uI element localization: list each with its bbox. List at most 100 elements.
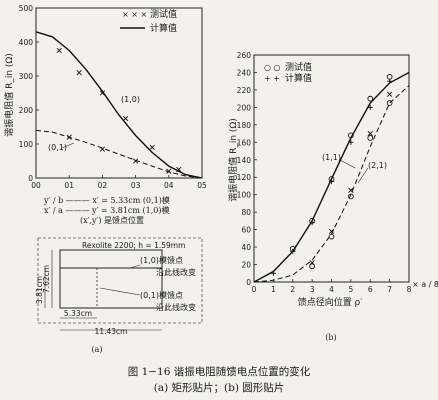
chart-a: 0 100 200 300 400 500 00 01 02 03 04 05 谐振电阻值 R_in… xyxy=(3,4,207,225)
figure-caption: 图 1−16 谐振电阻随馈电点位置的变化 xyxy=(127,366,311,378)
dim-y: 3.81cm xyxy=(35,276,44,304)
chart-a-xlabel-line-2: x′ / a ——— y′ = 3.81cm (1,0)模 xyxy=(44,205,169,215)
chart-b-point xyxy=(290,248,296,255)
chart-b-ytick-label: 100 xyxy=(237,191,252,200)
dim-x: 5.33cm xyxy=(64,309,92,318)
chart-a-ytick-label: 400 xyxy=(19,38,34,47)
legend-a-calculated-label: 计算值 xyxy=(150,22,177,34)
chart-b-point xyxy=(309,220,315,226)
chart-b-ytick-label: 260 xyxy=(237,51,252,60)
chart-b-point xyxy=(328,178,335,185)
patch-label-01-b: 沿此线改变 xyxy=(156,302,196,312)
curve-label-1-1-leader xyxy=(339,159,356,169)
chart-b-point-shape xyxy=(328,233,335,240)
chart-a-xtick-label: 01 xyxy=(64,181,74,190)
chart-a-point xyxy=(76,69,82,76)
chart-b-xlabel: 馈点径向位置 ρ′ xyxy=(298,296,363,308)
chart-b-ytick-label: 180 xyxy=(237,121,252,130)
chart-b-ytick-label: 20 xyxy=(241,261,251,270)
sublabel-a: (a) xyxy=(91,345,102,354)
chart-b-point-shape xyxy=(348,132,354,139)
chart-b: 0 20 40 60 80 100 120 140 160 180 200 220 240 260 0 1 2… xyxy=(227,51,438,342)
chart-a-point-b xyxy=(99,90,106,96)
chart-a-ytick-label: 100 xyxy=(19,140,34,149)
legend-a-measured-label: 测试值 xyxy=(150,8,177,20)
chart-b-ytick-label: 0 xyxy=(246,278,251,287)
chart-b-point-shape xyxy=(348,193,354,200)
chart-a-point xyxy=(166,168,172,174)
chart-b-ytick-label: 240 xyxy=(237,68,252,77)
dim-w: 11.43cm xyxy=(95,327,128,336)
chart-b-xtick-label: 8 xyxy=(407,285,412,294)
patch-label-10-a: (1,0)模馈点 xyxy=(140,255,183,265)
patch-leader-10 xyxy=(129,264,141,269)
chart-b-point xyxy=(348,132,354,139)
chart-b-point xyxy=(309,260,315,266)
patch-diagram: Rexolite 2200; h = 1.59mm (1,0)模馈点 沿此线改变… xyxy=(35,237,203,354)
chart-a-point xyxy=(176,166,182,173)
patch-leader-01 xyxy=(99,287,141,296)
chart-a-point xyxy=(56,47,62,54)
patch-label-10-b: 沿此线改变 xyxy=(156,267,196,277)
chart-a-point xyxy=(149,144,155,151)
chart-a-point-b xyxy=(123,115,129,122)
curve-label-1-1: (1,1) xyxy=(322,153,341,162)
chart-b-ytick-label: 200 xyxy=(237,103,252,112)
chart-a-point xyxy=(66,134,72,140)
chart-b-point xyxy=(367,130,373,137)
chart-a-point-b xyxy=(99,146,106,152)
chart-a-point xyxy=(123,115,129,122)
chart-b-xtick-label: 6 xyxy=(368,285,373,294)
chart-a-point-b xyxy=(149,144,155,151)
chart-b-point xyxy=(367,135,374,141)
chart-b-point xyxy=(387,91,393,97)
chart-a-ylabel: 谐振电阻值 R_in (Ω) xyxy=(3,53,15,137)
chart-a-ytick-label: 300 xyxy=(19,72,34,81)
chart-a-ytick-label: 0 xyxy=(28,174,33,183)
sublabel-b: (b) xyxy=(325,333,336,342)
chart-a-xtick-label: 05 xyxy=(197,181,207,190)
chart-a-point xyxy=(99,146,106,152)
chart-b-ytick-label: 60 xyxy=(241,226,251,235)
chart-b-point xyxy=(348,139,354,145)
chart-b-ylabel: 谐振电阻值 R_in (Ω) xyxy=(227,118,239,202)
legend-b-measured-marker: ○ ○ xyxy=(264,63,281,72)
chart-a-frame xyxy=(35,7,203,179)
chart-b-ytick-label: 120 xyxy=(237,173,252,182)
chart-b-ytick-label: 80 xyxy=(241,208,251,217)
chart-b-point-b xyxy=(309,260,315,266)
chart-b-point xyxy=(367,95,374,102)
chart-a-legend: × × × 测试值 计算值 xyxy=(120,8,177,34)
legend-a-measured-marker: × × × xyxy=(122,10,147,19)
chart-b-point xyxy=(328,228,335,234)
figure-subcaption: (a) 矩形贴片；(b) 圆形贴片 xyxy=(153,382,285,394)
patch-rect xyxy=(59,249,163,309)
chart-b-point xyxy=(270,270,276,276)
patch-label-01-a: (0,1)模馈点 xyxy=(140,290,183,300)
chart-a-xtick-label: 04 xyxy=(164,181,174,190)
chart-a-point-b xyxy=(166,168,172,174)
chart-b-point xyxy=(386,100,393,106)
chart-a-point xyxy=(99,90,106,96)
chart-a-point-b xyxy=(176,166,182,173)
chart-b-ytick-label: 220 xyxy=(237,86,252,95)
chart-b-point-shape xyxy=(367,95,374,102)
chart-a-point-b xyxy=(66,134,72,140)
chart-b-xtick-label: 1 xyxy=(271,285,276,294)
chart-a-point-b xyxy=(132,158,139,164)
chart-a-point-b xyxy=(56,47,62,54)
chart-b-ytick-label: 40 xyxy=(241,243,251,252)
chart-b-point-shape xyxy=(367,135,374,141)
chart-a-xlabel-line-3: (x′,y′) 是馈点位置 xyxy=(80,215,144,225)
curve-label-0-1-leader xyxy=(61,142,75,149)
chart-b-point-b xyxy=(387,91,393,97)
chart-a-xtick-label: 03 xyxy=(131,181,141,190)
chart-b-point xyxy=(348,187,354,193)
chart-b-point xyxy=(309,263,315,270)
curve-label-1-0: (1,0) xyxy=(121,95,140,104)
chart-b-point-b xyxy=(348,187,354,193)
chart-b-series-line xyxy=(253,71,410,283)
patch-board-outline xyxy=(37,237,203,324)
chart-b-xtick-label: 5 xyxy=(348,285,353,294)
